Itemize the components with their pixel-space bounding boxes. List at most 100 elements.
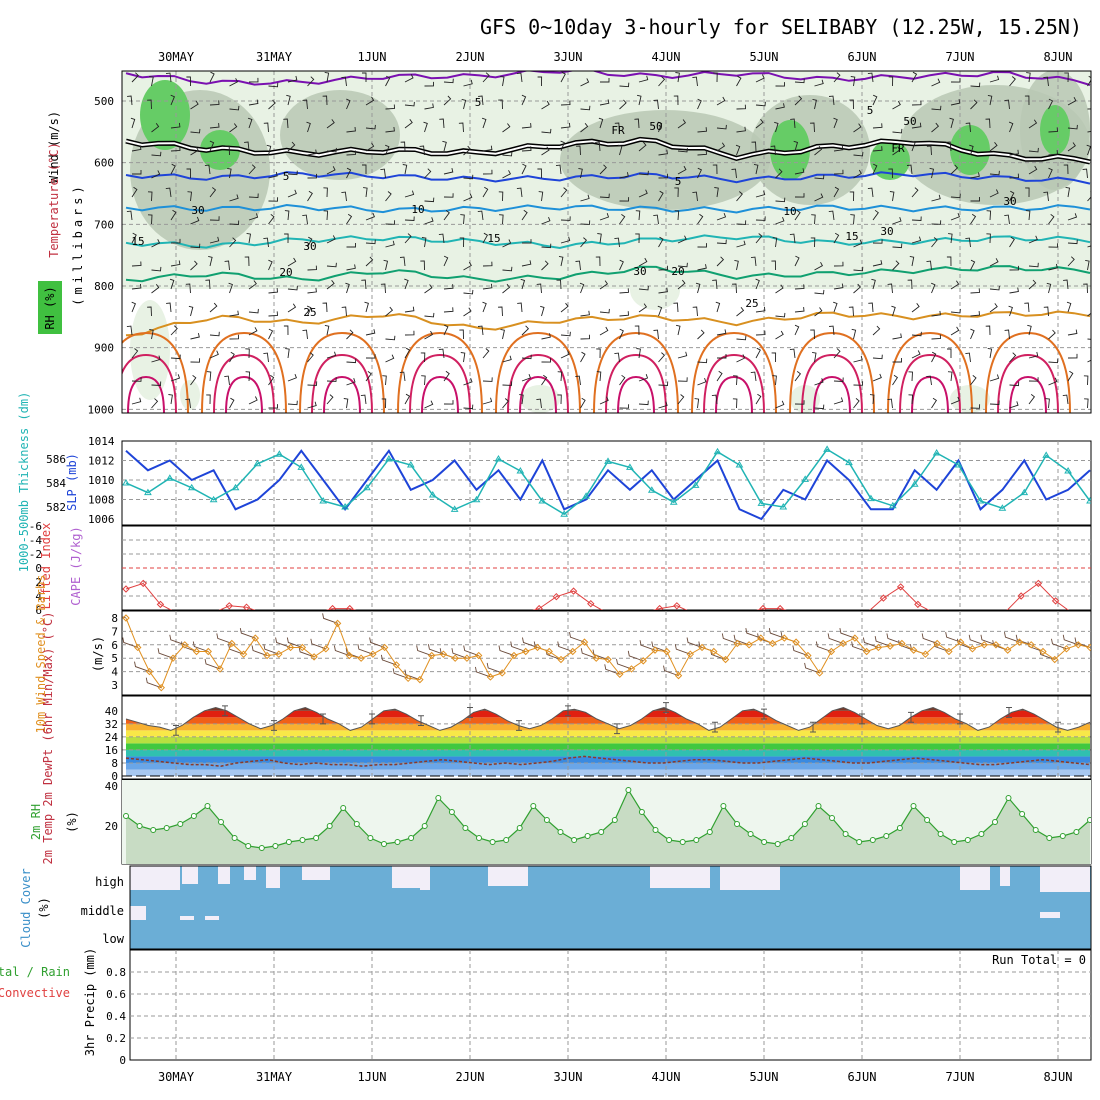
upper-wind-barb xyxy=(970,404,981,409)
wind10m-speed-point xyxy=(157,683,165,692)
upper-wind-barb xyxy=(653,99,659,110)
upper-wind-barb xyxy=(360,394,367,405)
upper-wind-barb xyxy=(424,217,434,225)
upper-wind-barb xyxy=(970,328,975,340)
upper-wind-barb xyxy=(697,243,707,248)
rh-point xyxy=(584,833,591,839)
wind10m-barb xyxy=(874,636,891,647)
upper-wind-barb xyxy=(697,377,707,386)
upper-wind-barb xyxy=(638,303,648,313)
surface-isotherm-loop xyxy=(225,375,263,413)
upper-wind-barb xyxy=(560,187,568,198)
surface-isotherm-loop xyxy=(507,353,569,413)
slp-tick-label: 1008 xyxy=(88,494,115,507)
wind10m-barb xyxy=(616,658,632,670)
thickness-point xyxy=(823,445,831,452)
lifted-index-point xyxy=(1051,597,1060,605)
upper-wind-barb xyxy=(658,265,668,271)
upper-wind-barb xyxy=(658,149,668,156)
upper-wind-barb xyxy=(482,232,489,244)
upper-wind-barb xyxy=(502,123,511,133)
wind10m-barb xyxy=(1015,634,1032,646)
li-tick-label: -4 xyxy=(29,534,43,547)
upper-wind-barb xyxy=(814,174,825,180)
upper-wind-barb xyxy=(170,354,181,360)
upper-wind-barb xyxy=(950,164,959,175)
rh-point xyxy=(435,795,442,801)
upper-wind-barb xyxy=(556,279,562,290)
temp-minmax-bar xyxy=(565,705,571,717)
upper-wind-barb xyxy=(599,280,609,290)
upper-wind-barb xyxy=(385,240,395,248)
upper-wind-barb xyxy=(1067,213,1078,221)
rh-saturated-area xyxy=(140,80,190,150)
temp-tick-label: 32 xyxy=(105,718,118,731)
upper-wind-barb xyxy=(853,266,864,272)
upper-wind-barb xyxy=(619,82,630,88)
upper-wind-barb xyxy=(692,76,698,87)
upper-wind-barb xyxy=(811,214,816,225)
upper-wind-barb xyxy=(346,264,356,271)
precip-panel: 0.8 0.6 0.4 0.2 0 Run Total = 0 Total / Rain… xyxy=(0,948,1092,1067)
upper-wind-barb xyxy=(950,326,960,336)
upper-wind-barb xyxy=(1067,370,1074,382)
wind10m-speed-point xyxy=(392,661,401,669)
upper-wind-barb xyxy=(341,191,347,202)
upper-wind-barb xyxy=(209,140,215,152)
date-label-top: 8JUN xyxy=(1044,50,1073,64)
upper-wind-barb xyxy=(1025,187,1030,198)
upper-wind-barb xyxy=(970,99,978,110)
upper-wind-barb xyxy=(536,398,542,409)
ylabel-wind10m: 10m Wind Speed & Barbs xyxy=(34,575,48,734)
upper-wind-barb xyxy=(131,301,136,313)
upper-wind-barb xyxy=(248,99,259,106)
wind10m-speed-point xyxy=(1062,645,1071,653)
upper-wind-barb xyxy=(209,236,220,244)
upper-wind-barb xyxy=(170,94,175,106)
temp-tick-label: 8 xyxy=(111,757,118,770)
wind10m-barb xyxy=(181,641,197,652)
upper-wind-barb xyxy=(1064,72,1069,83)
upper-wind-barb xyxy=(580,105,591,111)
upper-wind-barb xyxy=(755,101,766,107)
rh-point xyxy=(190,813,197,819)
li-tick-label: -2 xyxy=(29,548,42,561)
upper-wind-barb xyxy=(775,197,786,203)
rh-point xyxy=(801,821,808,827)
upper-wind-barb xyxy=(595,141,601,152)
wind10m-barb xyxy=(569,632,585,643)
upper-wind-barb xyxy=(986,233,991,244)
upper-wind-barb xyxy=(911,331,922,337)
precip-frame xyxy=(129,949,1092,1061)
upper-wind-barb xyxy=(828,95,835,106)
upper-wind-barb xyxy=(634,325,640,336)
li-tick-label: 2 xyxy=(35,576,42,589)
upper-wind-barb xyxy=(948,233,953,244)
precip-run-total: Run Total = 0 xyxy=(992,953,1086,967)
upper-wind-barb xyxy=(1043,306,1049,317)
wind10m-barb xyxy=(369,637,385,648)
upper-wind-barb xyxy=(421,375,426,386)
temp-minmax-bar xyxy=(418,715,424,726)
lifted-index-point xyxy=(673,602,681,610)
upper-wind-barb xyxy=(147,214,153,225)
upper-wind-barb xyxy=(463,261,472,271)
wind10m-speed-point xyxy=(721,655,730,664)
wind10m-speed-point xyxy=(827,647,836,656)
upper-wind-barb xyxy=(1027,324,1032,336)
thickness-tick-label: 584 xyxy=(46,477,66,490)
thickness-point xyxy=(253,459,262,467)
upper-wind-barb xyxy=(1087,312,1091,317)
upper-wind-barb xyxy=(947,371,953,382)
upper-wind-barb xyxy=(677,394,685,405)
temp-band xyxy=(126,769,1090,776)
upper-wind-barb xyxy=(867,187,874,198)
upper-wind-barb xyxy=(151,381,162,386)
temp-minmax-bar xyxy=(369,713,375,725)
upper-wind-barb xyxy=(1048,263,1058,271)
wind10m-speed-point xyxy=(651,646,659,654)
thickness-slp-panel: 1014 1012 1010 1008 1006 586 584 582 1000-500mb… xyxy=(17,392,1092,572)
upper-wind-barb xyxy=(949,117,954,129)
wind10m-barb xyxy=(380,654,397,666)
upper-wind-barb xyxy=(521,123,532,129)
